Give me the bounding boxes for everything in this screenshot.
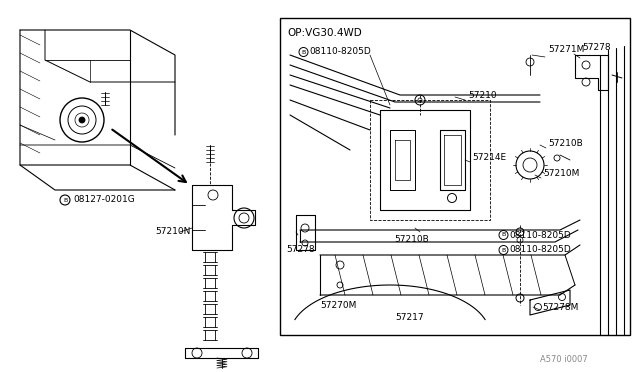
Text: 57210B: 57210B: [394, 235, 429, 244]
Text: A570 i0007: A570 i0007: [540, 356, 588, 365]
Text: 57270M: 57270M: [320, 301, 356, 310]
Text: B: B: [501, 232, 506, 237]
Text: 57217: 57217: [395, 314, 424, 323]
Text: OP:VG30.4WD: OP:VG30.4WD: [287, 28, 362, 38]
Text: 57278: 57278: [582, 44, 611, 52]
Text: 08110-8205D: 08110-8205D: [309, 48, 371, 57]
Text: 08127-0201G: 08127-0201G: [73, 196, 135, 205]
Text: 57210M: 57210M: [543, 170, 579, 179]
Text: 08110-8205D: 08110-8205D: [509, 231, 571, 240]
Bar: [280, 18, 630, 335]
Text: B: B: [301, 49, 306, 55]
Text: 57271M: 57271M: [548, 45, 584, 55]
Text: 57278: 57278: [286, 246, 315, 254]
Text: B: B: [63, 198, 67, 202]
Text: 57210: 57210: [468, 90, 497, 99]
Text: 57210B: 57210B: [548, 138, 583, 148]
Text: 08110-8205D: 08110-8205D: [509, 246, 571, 254]
Circle shape: [79, 117, 85, 123]
Text: 57278M: 57278M: [542, 302, 579, 311]
Text: 57210N: 57210N: [155, 228, 190, 237]
Text: 57214E: 57214E: [472, 153, 506, 161]
Text: B: B: [501, 247, 506, 253]
